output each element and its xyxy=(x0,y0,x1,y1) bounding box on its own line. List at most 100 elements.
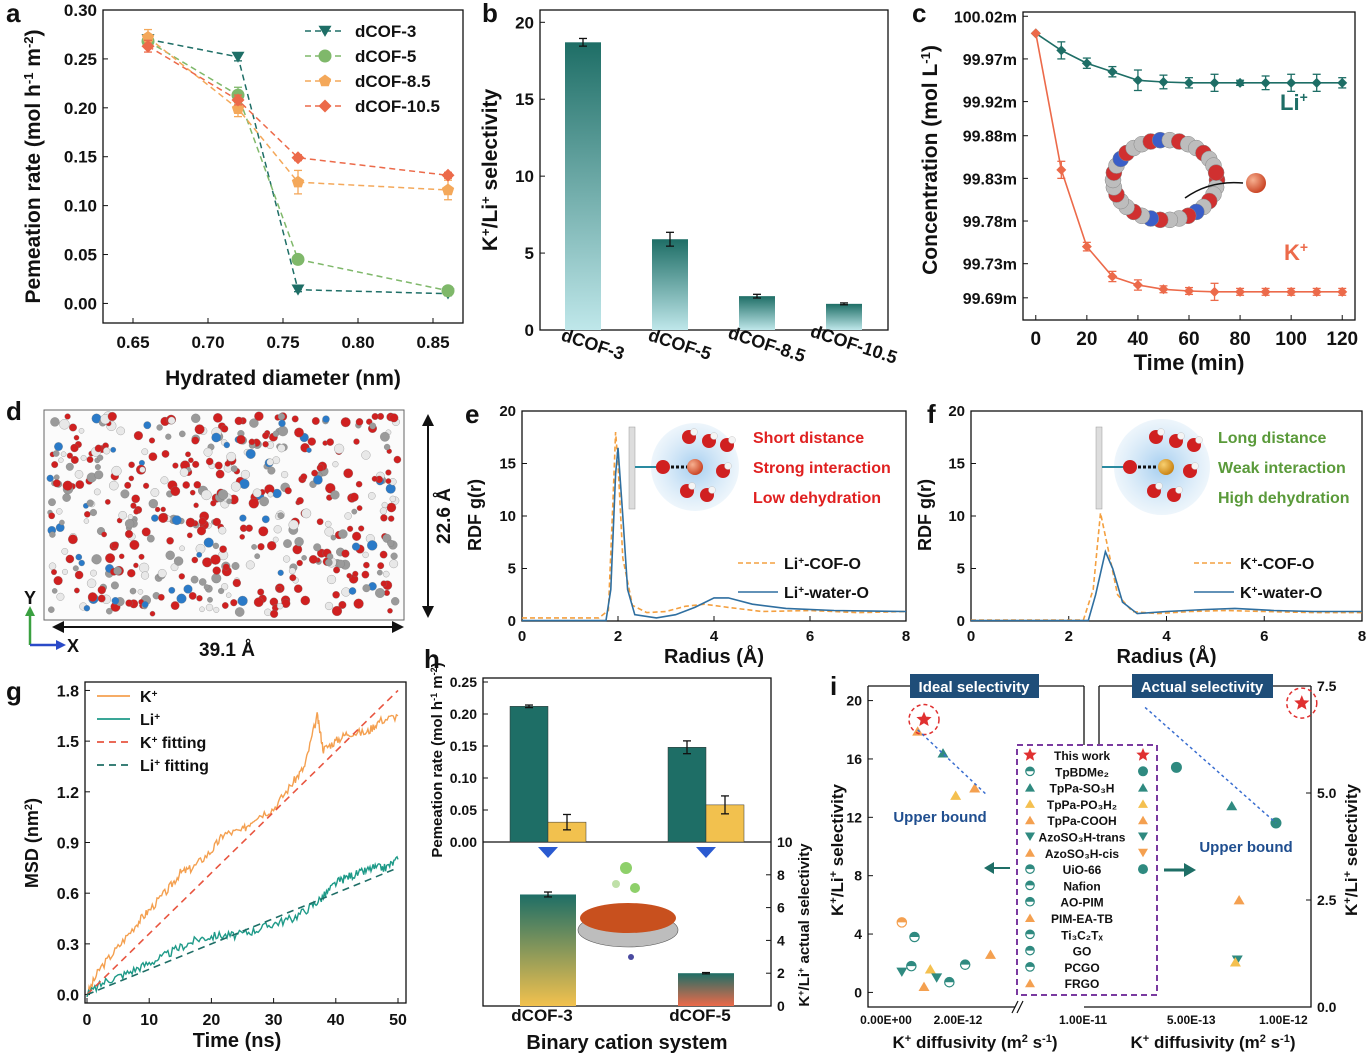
atom xyxy=(215,469,225,479)
atom xyxy=(311,469,318,477)
atom xyxy=(61,548,69,555)
atom xyxy=(294,537,304,547)
atom xyxy=(72,565,79,572)
y-tick-label: 8 xyxy=(777,867,785,883)
atom xyxy=(198,578,207,586)
bar xyxy=(826,303,862,330)
x-tick-label: 60 xyxy=(1178,329,1199,350)
atom xyxy=(272,536,279,543)
atom xyxy=(168,586,176,594)
x-tick-label: 2.00E-12 xyxy=(934,1013,983,1027)
series-line xyxy=(86,855,399,998)
atom xyxy=(179,545,185,552)
arrow-head xyxy=(52,621,64,633)
arrow xyxy=(1184,181,1244,199)
panel-letter-h: h xyxy=(424,644,440,674)
atom xyxy=(353,598,364,609)
marker-half xyxy=(1025,962,1035,967)
series-line xyxy=(147,40,449,292)
x-tick-label: 0.70 xyxy=(191,333,224,352)
y-tick-label: 100.02m xyxy=(954,9,1017,26)
atom xyxy=(141,601,149,608)
y-axis-label: MSD (nm2) xyxy=(22,798,42,888)
atom xyxy=(325,558,333,567)
atom xyxy=(158,512,169,523)
y-tick-label: 2.5 xyxy=(1317,892,1337,908)
x-tick-label: 1.00E-12 xyxy=(1259,1013,1308,1027)
atom xyxy=(193,502,199,508)
series-line xyxy=(522,431,907,619)
y-tick-label: 0.9 xyxy=(57,836,79,853)
atom xyxy=(389,495,396,503)
atom xyxy=(313,543,322,552)
atom xyxy=(230,481,241,492)
marker-half xyxy=(897,917,907,923)
atom xyxy=(89,508,97,517)
panel-letter-b: b xyxy=(482,0,498,28)
atom xyxy=(331,605,343,617)
legend-entry: TpPa-SO₃H xyxy=(1025,782,1148,796)
atom xyxy=(240,469,250,480)
data-point xyxy=(1138,799,1148,808)
y-axis-label: K+/Li+ selectivity xyxy=(478,89,503,252)
annotation-text: Strong interaction xyxy=(753,460,891,477)
data-point xyxy=(1136,748,1150,761)
atom xyxy=(322,415,330,423)
atom xyxy=(66,452,73,459)
atom xyxy=(292,544,303,555)
atom xyxy=(51,461,59,469)
data-point xyxy=(1025,945,1035,956)
y-tick-label: 99.83m xyxy=(963,171,1017,188)
atom xyxy=(383,443,391,451)
y-tick-label: 99.69m xyxy=(963,291,1017,308)
atom xyxy=(203,537,214,548)
legend-label: dCOF-8.5 xyxy=(355,72,431,91)
atom xyxy=(313,475,323,485)
atom xyxy=(296,559,303,567)
atom xyxy=(266,458,274,466)
data-point xyxy=(931,973,943,983)
atom xyxy=(161,450,170,458)
atom xyxy=(217,489,229,500)
atom xyxy=(262,441,269,448)
atom xyxy=(97,585,106,595)
chart-title-right: Actual selectivity xyxy=(1141,679,1264,696)
atom xyxy=(387,539,395,547)
bar xyxy=(565,42,601,331)
data-point xyxy=(1294,695,1310,710)
annotation-text: Low dehydration xyxy=(753,490,881,507)
data-point xyxy=(896,917,908,928)
x-axis-label: Time (ns) xyxy=(193,1030,282,1052)
atom xyxy=(133,508,140,515)
atom xyxy=(90,569,97,577)
atom xyxy=(194,424,205,435)
atom xyxy=(376,569,383,576)
water-hydrogen xyxy=(708,486,716,494)
atom xyxy=(239,478,250,489)
y-tick-label: 10 xyxy=(948,508,965,525)
atom xyxy=(212,566,221,575)
highlight-ring xyxy=(908,703,940,736)
y-tick-label: 0.15 xyxy=(64,148,97,167)
atom xyxy=(248,498,259,509)
atom xyxy=(110,581,119,590)
arrow-head xyxy=(1184,863,1196,877)
marker-half xyxy=(960,960,970,965)
atom xyxy=(154,506,161,513)
data-point xyxy=(1260,286,1271,297)
legend-box xyxy=(1016,744,1158,996)
atom xyxy=(186,532,193,539)
x-tick-label: 50 xyxy=(389,1012,407,1029)
x-axis-label: Binary cation system xyxy=(526,1032,727,1054)
water-hydrogen xyxy=(1177,432,1185,440)
y-tick-label: 20 xyxy=(948,403,965,420)
atom xyxy=(51,569,57,576)
atom xyxy=(185,451,191,458)
x-tick-label: 8 xyxy=(1358,628,1366,645)
atom xyxy=(380,514,388,522)
series-line xyxy=(971,512,1362,621)
atom xyxy=(377,562,385,570)
atom xyxy=(182,481,190,489)
atom xyxy=(273,525,282,534)
